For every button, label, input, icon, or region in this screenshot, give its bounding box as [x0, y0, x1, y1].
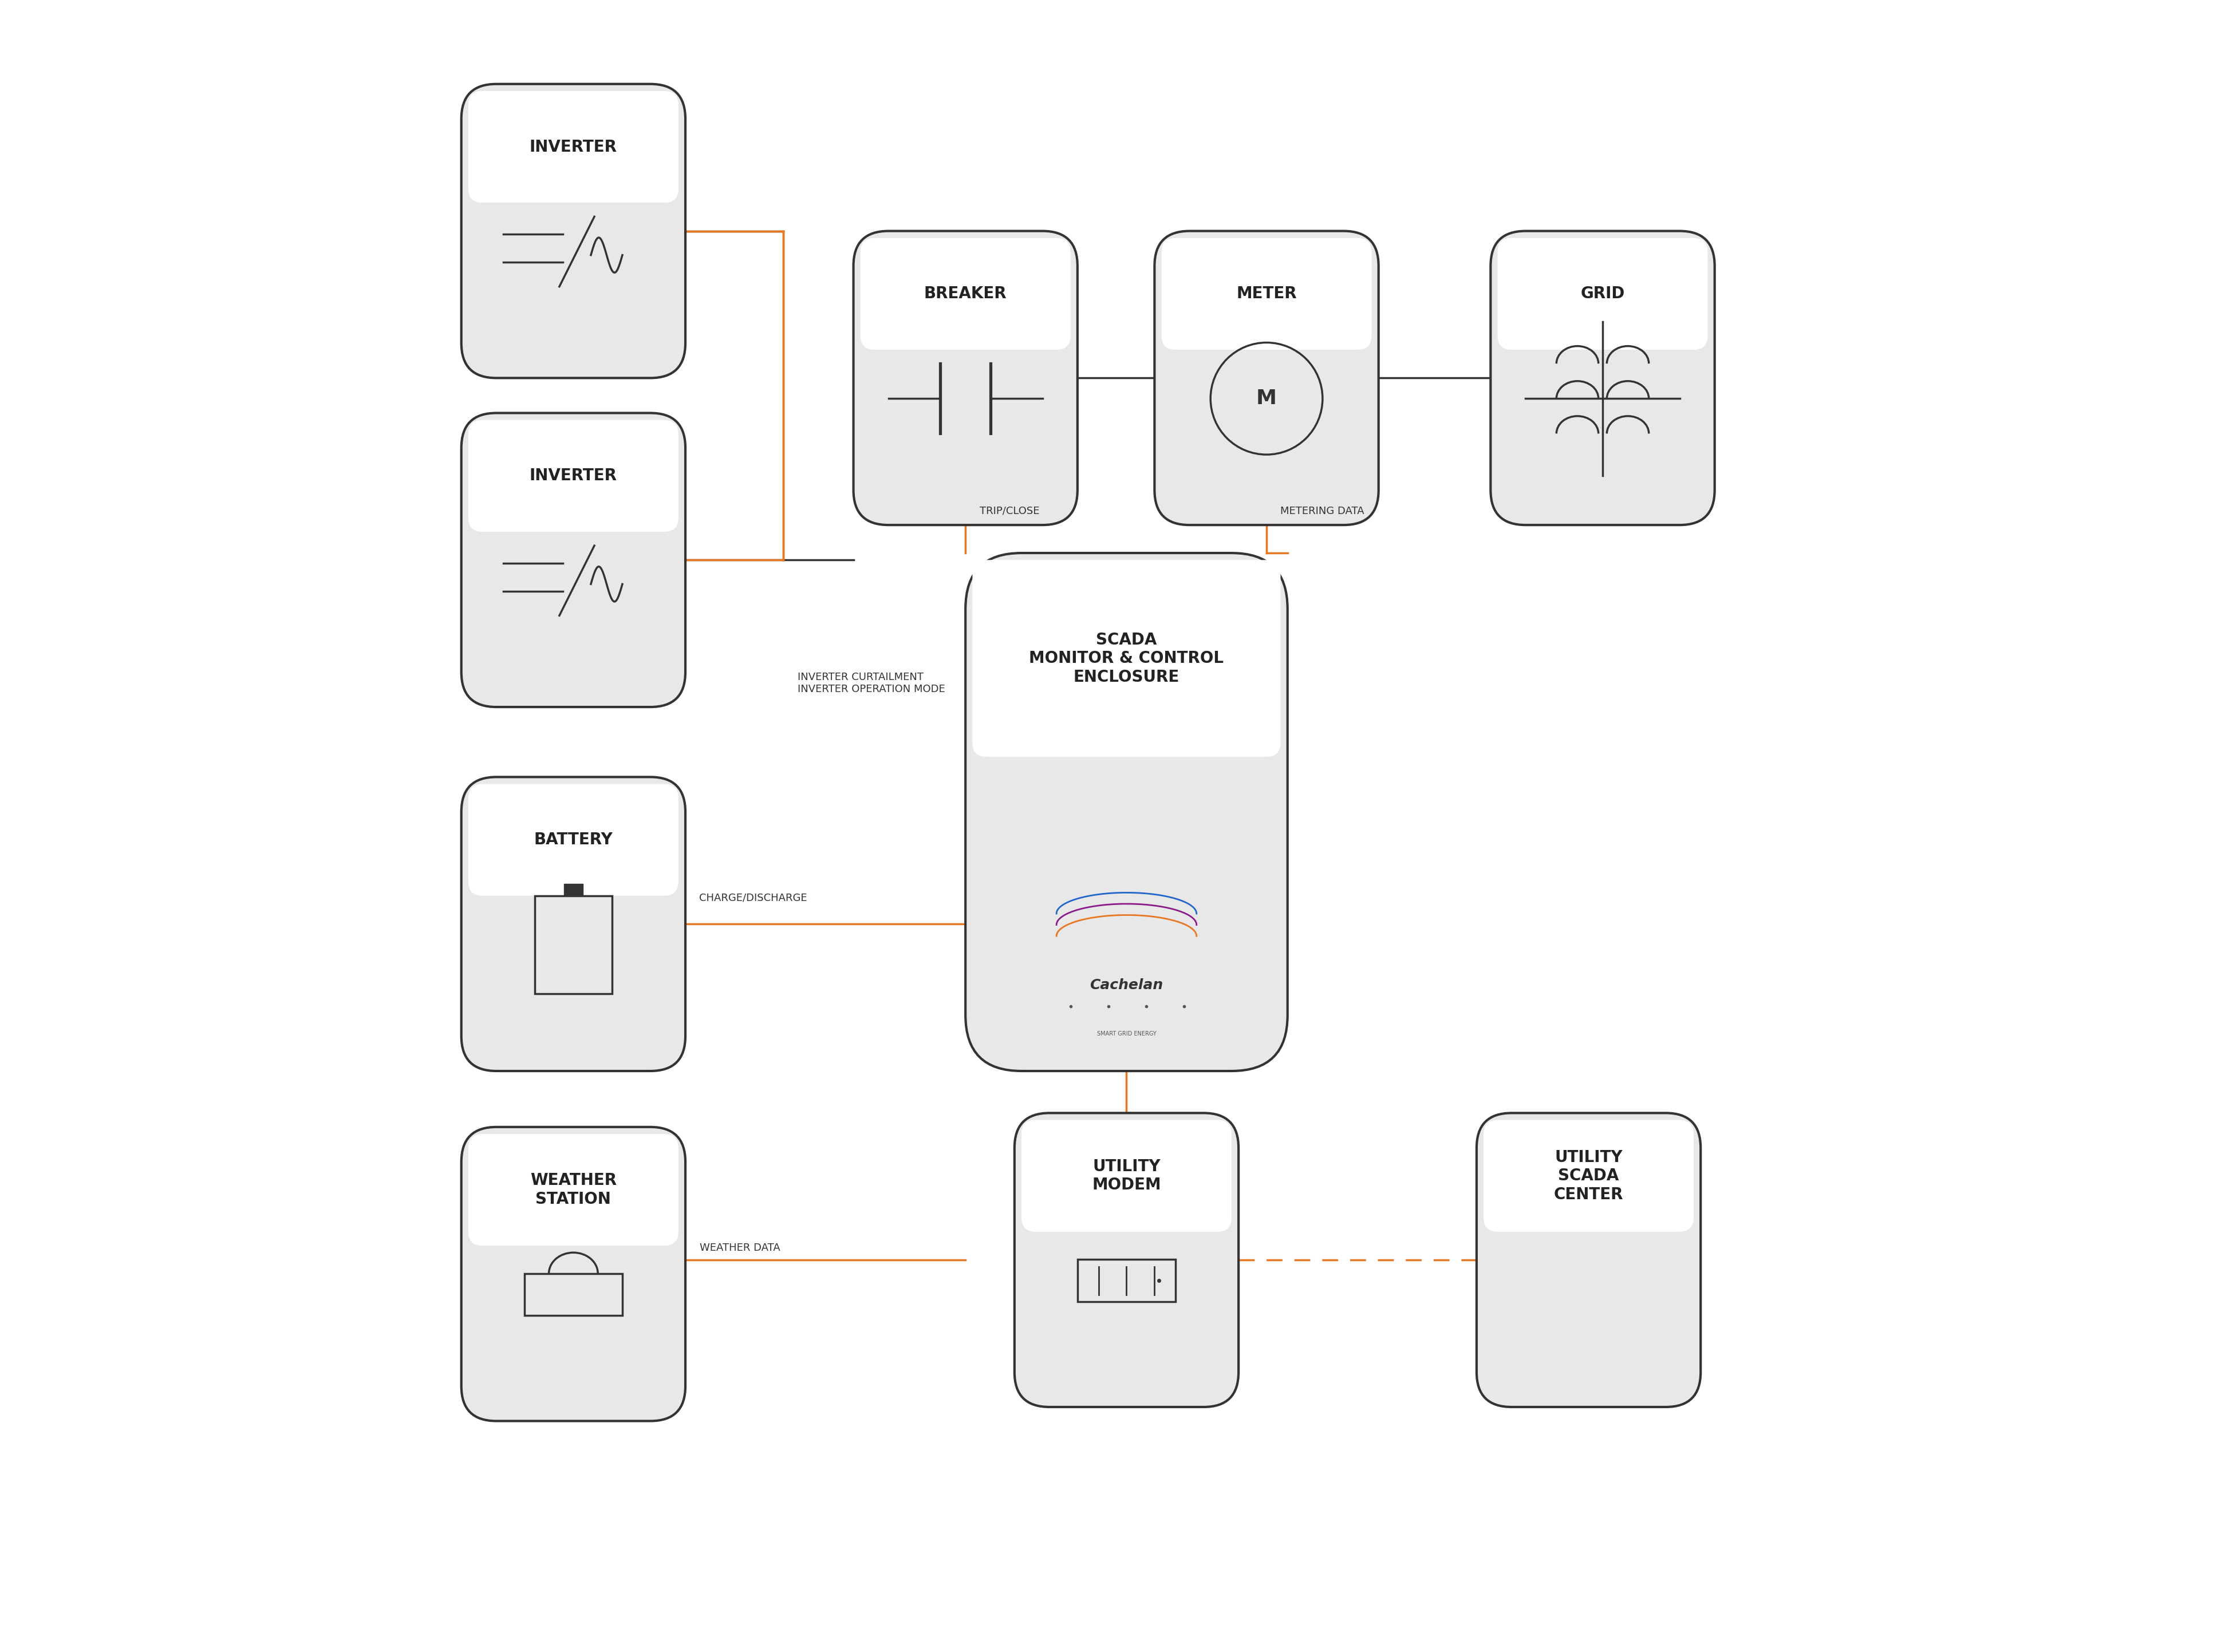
Text: INVERTER CURTAILMENT
INVERTER OPERATION MODE: INVERTER CURTAILMENT INVERTER OPERATION … — [797, 672, 946, 694]
Text: TRIP/CLOSE: TRIP/CLOSE — [979, 506, 1039, 515]
FancyBboxPatch shape — [972, 560, 1282, 757]
Text: WEATHER
STATION: WEATHER STATION — [530, 1173, 616, 1208]
Bar — [534, 895, 612, 993]
FancyBboxPatch shape — [467, 420, 679, 532]
FancyBboxPatch shape — [461, 413, 685, 707]
Text: METER: METER — [1237, 286, 1297, 302]
Text: SCADA
MONITOR & CONTROL
ENCLOSURE: SCADA MONITOR & CONTROL ENCLOSURE — [1030, 631, 1224, 686]
Text: INVERTER: INVERTER — [530, 139, 616, 155]
FancyBboxPatch shape — [1161, 238, 1371, 350]
Text: UTILITY
MODEM: UTILITY MODEM — [1092, 1158, 1161, 1193]
FancyBboxPatch shape — [461, 84, 685, 378]
FancyBboxPatch shape — [861, 238, 1070, 350]
FancyBboxPatch shape — [1477, 1113, 1700, 1408]
Text: GRID: GRID — [1580, 286, 1624, 302]
FancyBboxPatch shape — [1497, 238, 1707, 350]
Text: M: M — [1257, 388, 1277, 408]
FancyBboxPatch shape — [1491, 231, 1715, 525]
FancyBboxPatch shape — [461, 776, 685, 1070]
Text: SMART GRID ENERGY: SMART GRID ENERGY — [1097, 1031, 1157, 1037]
FancyBboxPatch shape — [467, 91, 679, 203]
Text: BREAKER: BREAKER — [923, 286, 1008, 302]
Bar — [525, 1274, 623, 1315]
Text: INVERTER: INVERTER — [530, 468, 616, 484]
FancyBboxPatch shape — [854, 231, 1077, 525]
FancyBboxPatch shape — [1021, 1120, 1230, 1232]
FancyBboxPatch shape — [1015, 1113, 1239, 1408]
FancyBboxPatch shape — [461, 1127, 685, 1421]
Text: WEATHER DATA: WEATHER DATA — [699, 1242, 781, 1252]
FancyBboxPatch shape — [1155, 231, 1380, 525]
Text: UTILITY
SCADA
CENTER: UTILITY SCADA CENTER — [1553, 1150, 1624, 1203]
Text: CHARGE/DISCHARGE: CHARGE/DISCHARGE — [699, 892, 808, 904]
Text: METERING DATA: METERING DATA — [1282, 506, 1364, 515]
Bar — [1077, 1259, 1175, 1302]
FancyBboxPatch shape — [1484, 1120, 1693, 1232]
Text: Cachelan: Cachelan — [1090, 978, 1164, 991]
Bar — [563, 884, 583, 895]
FancyBboxPatch shape — [467, 785, 679, 895]
FancyBboxPatch shape — [467, 1133, 679, 1246]
FancyBboxPatch shape — [966, 553, 1288, 1070]
Text: BATTERY: BATTERY — [534, 833, 612, 847]
